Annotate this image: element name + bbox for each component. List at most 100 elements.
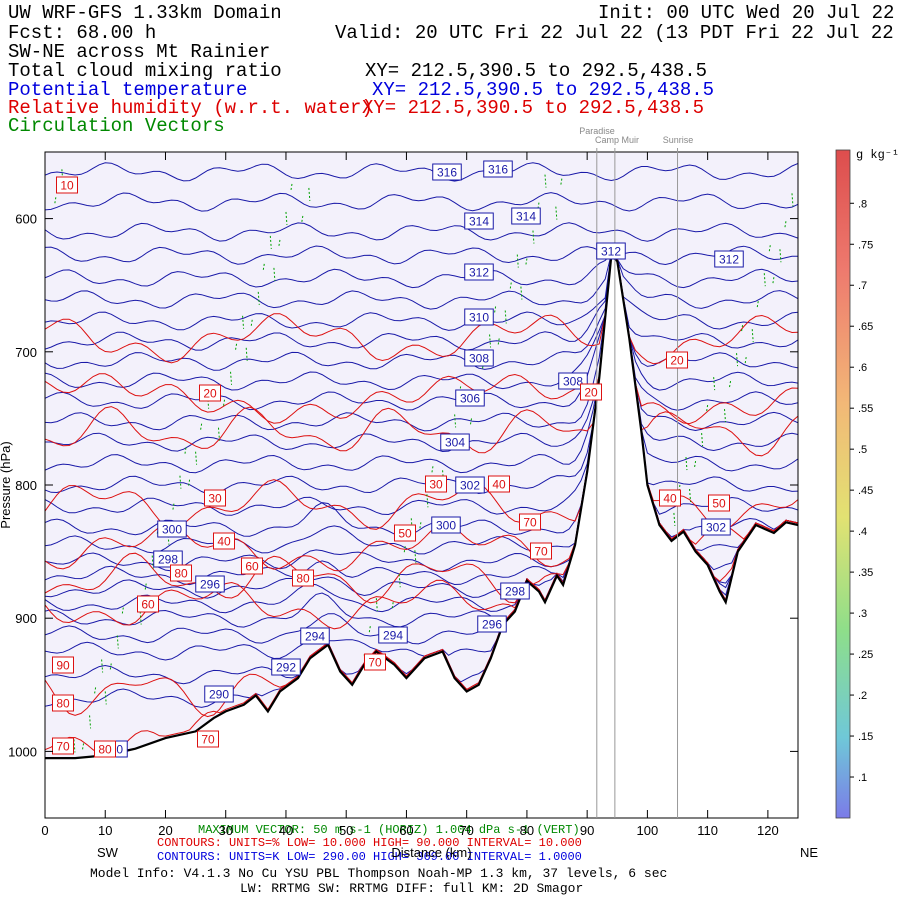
colorbar-tick-label: .55	[858, 403, 873, 415]
circulation-vector	[419, 522, 422, 529]
location-label: Sunrise	[663, 135, 694, 145]
circulation-vector	[525, 258, 528, 265]
theta-label: 292	[276, 661, 296, 675]
rh-label: 80	[296, 572, 310, 586]
theta-label: 290	[209, 688, 229, 702]
theta-contour	[45, 252, 798, 411]
theta-label: 298	[158, 553, 178, 567]
theta-contour	[45, 252, 798, 495]
rh-label: 70	[523, 516, 537, 530]
rh-label-box	[52, 737, 74, 755]
theta-contour	[45, 253, 798, 289]
theta-contour-info: CONTOURS: UNITS=K LOW= 290.00 HIGH= 369.…	[157, 850, 582, 864]
theta-contour	[45, 252, 798, 391]
x-tick-label: 50	[339, 823, 353, 838]
rh-label: 20	[670, 354, 684, 368]
theta-contour	[45, 245, 798, 266]
theta-contour	[45, 252, 798, 351]
circulation-vector	[706, 404, 709, 412]
field-name: Circulation Vectors	[8, 115, 225, 137]
rh-contour	[45, 252, 798, 755]
physics-info: LW: RRTMG SW: RRTMG DIFF: full KM: 2D Sm…	[240, 881, 583, 896]
x-tick-label: 120	[757, 823, 779, 838]
theta-label: 298	[505, 585, 525, 599]
colorbar-tick-label: .65	[858, 321, 873, 333]
circulation-vector	[431, 466, 434, 473]
theta-contour	[45, 222, 798, 242]
circulation-vector	[756, 301, 759, 308]
max-vector-info: MAXIMUM VECTOR: 50 m s-1 (HORIZ) 1.004 d…	[198, 823, 580, 837]
circulation-vector	[741, 325, 744, 332]
colorbar-tick-label: .35	[858, 567, 873, 579]
rh-label: 20	[203, 387, 217, 401]
theta-label-box	[596, 242, 626, 260]
circulation-vector	[235, 343, 238, 350]
theta-label: 302	[460, 479, 480, 493]
theta-contour	[45, 252, 798, 432]
rh-label-box	[52, 694, 74, 712]
rh-label-box	[52, 656, 74, 674]
colorbar-tick-label: .25	[858, 649, 873, 661]
rh-label: 40	[663, 492, 677, 506]
rh-contour	[45, 252, 798, 457]
theta-label: 308	[469, 352, 489, 366]
circulation-vector	[82, 743, 85, 750]
theta-contour	[45, 252, 798, 453]
theta-contour	[45, 252, 798, 516]
colorbar-tick-label: .15	[858, 731, 873, 743]
field-name: Relative humidity (w.r.t. water)	[8, 97, 373, 119]
rh-label: 20	[584, 386, 598, 400]
valid-time: Valid: 20 UTC Fri 22 Jul 22 (13 PDT Fri …	[335, 22, 900, 44]
circulation-vector	[744, 357, 747, 364]
location-label: Camp Muir	[595, 135, 639, 145]
circulation-vector	[172, 503, 175, 510]
terrain	[45, 253, 798, 760]
circulation-vector	[494, 306, 497, 313]
theta-label: 300	[436, 519, 456, 533]
theta-label-box	[464, 212, 494, 230]
theta-label-box	[455, 476, 485, 494]
theta-label-box	[455, 389, 485, 407]
theta-label: 302	[706, 521, 726, 535]
circulation-vector	[121, 607, 124, 614]
theta-label: 316	[488, 163, 508, 177]
theta-label-box	[431, 516, 461, 534]
theta-label: 296	[200, 578, 220, 592]
colorbar-tick-label: .1	[858, 772, 867, 784]
theta-label-box	[432, 163, 462, 181]
rh-label-box	[530, 542, 552, 560]
circulation-vector	[768, 245, 771, 252]
theta-label: 306	[460, 392, 480, 406]
x-tick-label: 0	[41, 823, 48, 838]
theta-label: 294	[305, 630, 325, 644]
model-info: Model Info: V4.1.3 No Cu YSU PBL Thompso…	[90, 866, 667, 881]
theta-label: 316	[437, 166, 457, 180]
rh-label: 40	[492, 478, 506, 492]
y-axis-label: Pressure (hPa)	[0, 441, 13, 528]
theta-label-box	[153, 550, 183, 568]
circulation-vector	[250, 319, 253, 326]
theta-label: 308	[563, 375, 583, 389]
colorbar	[835, 149, 851, 819]
rh-label-box	[666, 351, 688, 369]
theta-label: 294	[383, 629, 403, 643]
x-left-label: SW	[97, 845, 119, 860]
circulation-vector	[301, 215, 304, 223]
x-tick-label: 90	[580, 823, 594, 838]
x-tick-label: 80	[520, 823, 534, 838]
rh-label: 80	[98, 743, 112, 757]
rh-label: 50	[712, 497, 726, 511]
circulation-vector	[54, 197, 57, 204]
rh-label-box	[394, 524, 416, 542]
section-name: SW-NE across Mt Rainier	[8, 41, 270, 63]
y-tick-label: 1000	[8, 744, 37, 759]
theta-contour	[45, 252, 798, 310]
field-xy: XY= 212.5,390.5 to 292.5,438.5	[365, 60, 707, 82]
y-tick-label: 900	[15, 611, 37, 626]
field-name: Potential temperature	[8, 79, 247, 101]
colorbar-tick-label: .3	[858, 608, 867, 620]
rh-label-box	[292, 569, 314, 587]
x-tick-label: 110	[697, 823, 718, 838]
rh-label-box	[519, 513, 541, 531]
forecast-hour: Fcst: 68.00 h	[8, 22, 156, 44]
